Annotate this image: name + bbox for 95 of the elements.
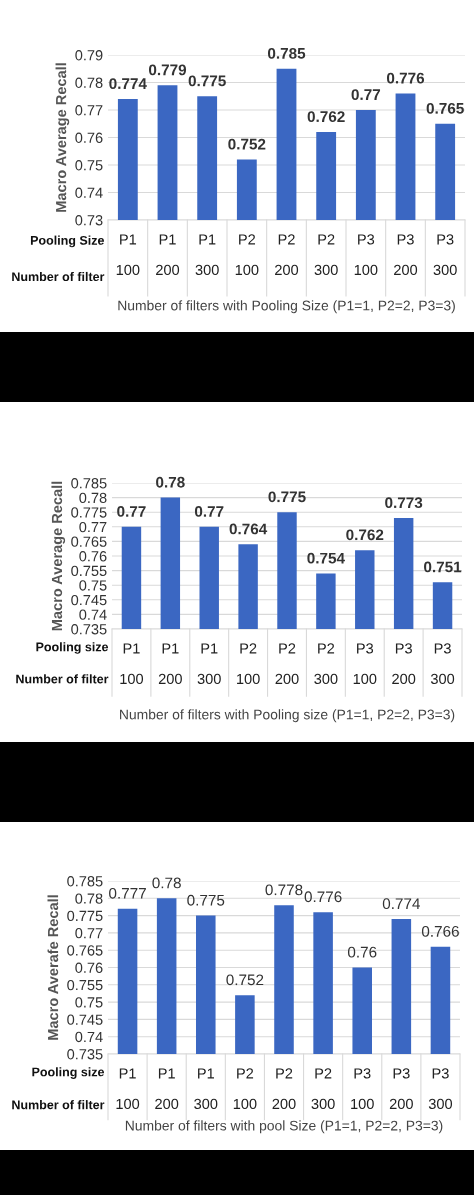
- text: Pooling Size: [30, 235, 105, 248]
- category-label: P3 300: [428, 1068, 453, 1110]
- data-label: 0.751: [424, 561, 462, 573]
- y-tick-label: 0.76: [79, 551, 107, 562]
- y-tick-label: 0.74: [79, 609, 107, 620]
- category-label: P3 300: [433, 234, 457, 276]
- y-tick-label: 0.78: [75, 893, 103, 904]
- category-label: P3 100: [351, 1068, 374, 1110]
- category-label: P3 100: [354, 234, 378, 276]
- y-tick-label: 0.77: [75, 928, 103, 939]
- data-label: 0.752: [226, 974, 264, 986]
- category-label: P2 300: [314, 643, 338, 685]
- y-tick-label: 0.785: [67, 876, 103, 887]
- y-tick-label: 0.745: [71, 594, 107, 606]
- y-tick-label: 0.755: [67, 979, 103, 991]
- data-label: 0.777: [109, 887, 146, 899]
- y-tick-label: 0.785: [71, 478, 107, 489]
- text: Pooling size: [32, 1067, 105, 1079]
- data-label: 0.775: [187, 894, 225, 906]
- y-tick-label: 0.75: [75, 160, 103, 171]
- category-label: P2 300: [311, 1068, 335, 1110]
- data-label: 0.776: [386, 72, 425, 84]
- data-label: 0.78: [152, 877, 181, 889]
- y-axis-title: Macro Average Recall: [55, 63, 70, 212]
- y-tick-label: 0.78: [79, 492, 107, 504]
- category-label: P2 300: [314, 234, 338, 276]
- data-label: 0.764: [229, 523, 268, 535]
- data-label: 0.765: [426, 102, 464, 114]
- data-label: 0.762: [307, 111, 345, 123]
- y-tick-label: 0.74: [75, 1031, 103, 1043]
- data-label: 0.76: [347, 946, 377, 958]
- category-label: P2 200: [272, 1068, 296, 1110]
- category-label: P2 200: [275, 643, 299, 685]
- y-axis-title: Macro Average Recall: [51, 481, 66, 631]
- y-tick-label: 0.79: [75, 50, 103, 61]
- y-tick-label: 0.76: [75, 962, 103, 973]
- data-label: 0.778: [265, 884, 303, 896]
- category-label: P3 100: [353, 643, 377, 685]
- data-label: 0.766: [421, 925, 459, 937]
- category-label: P1 200: [156, 234, 180, 276]
- y-tick-label: 0.755: [71, 565, 107, 577]
- category-label: P2 100: [237, 643, 260, 685]
- data-label: 0.775: [268, 491, 306, 503]
- data-label: 0.752: [228, 138, 266, 150]
- data-label: 0.762: [346, 529, 384, 541]
- data-label: 0.775: [188, 75, 226, 87]
- y-tick-label: 0.78: [75, 77, 103, 88]
- category-label: P1 100: [116, 234, 140, 276]
- y-tick-label: 0.765: [67, 945, 103, 956]
- x-axis-title: Number of filters with pool Size (P1=1, P2=2, P3=3): [125, 1120, 443, 1134]
- y-tick-label: 0.775: [71, 507, 107, 518]
- data-label: 0.773: [385, 497, 423, 509]
- category-label: P1 100: [120, 643, 144, 685]
- text: Number of filter: [12, 271, 105, 282]
- x-axis-title: Number of filters with Pooling size (P1=1, P2=2, P3=3): [120, 709, 455, 723]
- y-tick-label: 0.73: [75, 215, 103, 226]
- category-label: P1 300: [197, 643, 221, 685]
- data-label: 0.77: [194, 506, 224, 517]
- category-label: P3 200: [392, 643, 416, 685]
- category-label: P1 100: [116, 1068, 140, 1110]
- data-label: 0.785: [267, 47, 306, 59]
- y-tick-label: 0.75: [75, 997, 103, 1008]
- category-label: P2 100: [235, 234, 259, 276]
- data-label: 0.774: [109, 78, 147, 90]
- category-label: P3 300: [430, 643, 455, 685]
- category-label: P3 200: [389, 1068, 413, 1110]
- category-label: P2 200: [275, 234, 299, 276]
- text: Pooling size: [36, 642, 109, 654]
- x-axis-title: Number of filters with Pooling Size (P1=1, P2=2, P3=3): [118, 300, 455, 314]
- category-label: P3 200: [394, 234, 418, 276]
- y-tick-label: 0.77: [75, 105, 103, 116]
- y-axis-title: Macro Averafe Recall: [47, 895, 59, 1040]
- text: Number of filter: [12, 1100, 105, 1110]
- data-label: 0.754: [307, 552, 345, 564]
- data-label: 0.774: [382, 898, 420, 910]
- category-label: P1 300: [194, 1068, 218, 1110]
- y-tick-label: 0.775: [67, 910, 103, 922]
- data-label: 0.776: [304, 891, 342, 903]
- data-label: 0.779: [148, 64, 187, 76]
- y-tick-label: 0.735: [71, 624, 107, 635]
- category-label: P1 200: [155, 1068, 179, 1110]
- y-tick-label: 0.76: [75, 132, 103, 143]
- category-label: P1 300: [195, 234, 219, 276]
- data-label: 0.77: [117, 506, 146, 517]
- y-tick-label: 0.765: [71, 536, 107, 547]
- text: Number of filter: [16, 674, 109, 684]
- category-label: P1 200: [158, 643, 182, 685]
- y-tick-label: 0.75: [79, 580, 107, 591]
- category-label: P2 100: [233, 1068, 257, 1110]
- y-tick-label: 0.77: [79, 521, 107, 533]
- y-tick-label: 0.745: [67, 1014, 103, 1025]
- data-label: 0.78: [156, 476, 185, 488]
- y-tick-label: 0.735: [67, 1049, 103, 1060]
- y-tick-label: 0.74: [75, 187, 103, 198]
- data-label: 0.77: [351, 89, 381, 101]
